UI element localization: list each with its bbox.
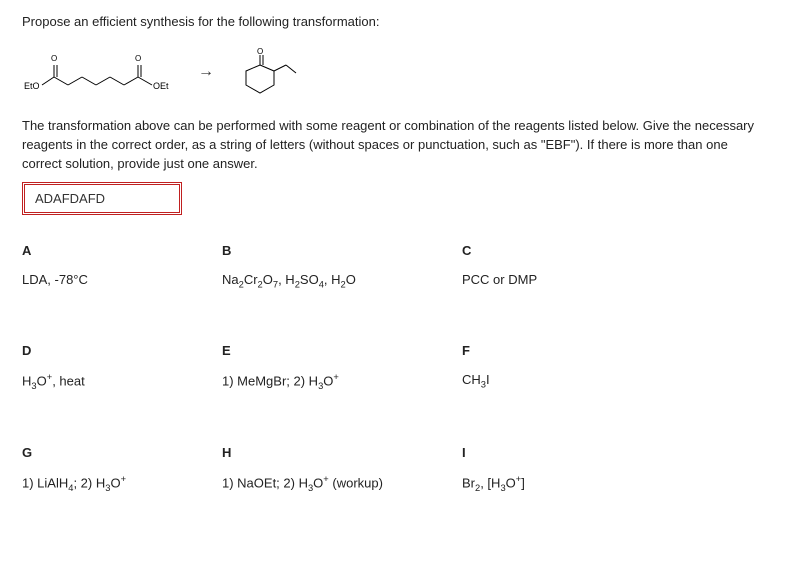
reagent-letter-e: E [222, 343, 442, 358]
instructions-text: The transformation above can be performe… [22, 117, 769, 174]
reaction-scheme: EtO O O OEt → O [22, 47, 769, 97]
product-structure: O [230, 47, 300, 97]
reagent-text-b: Na2Cr2O7, H2SO4, H2O [222, 272, 442, 290]
reagent-letter-g: G [22, 445, 202, 460]
svg-text:O: O [51, 54, 57, 63]
reagent-text-g: 1) LiAlH4; 2) H3O+ [22, 474, 202, 493]
reaction-arrow-icon: → [192, 63, 220, 81]
starting-material-structure: EtO O O OEt [22, 47, 182, 97]
reagent-text-i: Br2, [H3O+] [462, 474, 642, 493]
eto-left-label: EtO [24, 81, 40, 91]
svg-text:O: O [257, 47, 263, 56]
svg-text:O: O [135, 54, 141, 63]
reagent-letter-h: H [222, 445, 442, 460]
answer-input[interactable] [22, 182, 182, 215]
reagent-text-h: 1) NaOEt; 2) H3O+ (workup) [222, 474, 442, 493]
reagent-letter-b: B [222, 243, 442, 258]
reagent-letter-i: I [462, 445, 642, 460]
reagent-letter-f: F [462, 343, 642, 358]
question-prompt: Propose an efficient synthesis for the f… [22, 14, 769, 29]
reagent-text-c: PCC or DMP [462, 272, 642, 290]
reagent-options-grid: A B C LDA, -78°C Na2Cr2O7, H2SO4, H2O PC… [22, 243, 769, 493]
reagent-letter-d: D [22, 343, 202, 358]
reagent-text-e: 1) MeMgBr; 2) H3O+ [222, 372, 442, 391]
reagent-letter-c: C [462, 243, 642, 258]
eto-right-label: OEt [153, 81, 169, 91]
reagent-text-a: LDA, -78°C [22, 272, 202, 290]
reagent-text-d: H3O+, heat [22, 372, 202, 391]
reagent-text-f: CH3I [462, 372, 642, 391]
reagent-letter-a: A [22, 243, 202, 258]
answer-input-container [22, 182, 769, 215]
